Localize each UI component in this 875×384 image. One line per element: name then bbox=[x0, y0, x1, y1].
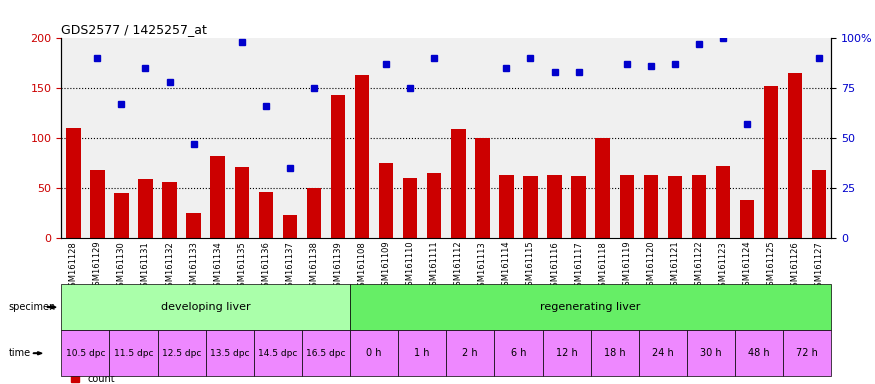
Bar bbox=[259, 192, 273, 238]
Text: 6 h: 6 h bbox=[511, 348, 526, 358]
Text: developing liver: developing liver bbox=[161, 302, 250, 312]
Text: 18 h: 18 h bbox=[604, 348, 626, 358]
Text: 11.5 dpc: 11.5 dpc bbox=[114, 349, 153, 358]
Text: 12.5 dpc: 12.5 dpc bbox=[162, 349, 201, 358]
Bar bbox=[740, 200, 754, 238]
Bar bbox=[523, 176, 538, 238]
Bar bbox=[764, 86, 779, 238]
Bar bbox=[812, 170, 827, 238]
Bar bbox=[115, 193, 129, 238]
Bar bbox=[500, 175, 514, 238]
Bar bbox=[452, 129, 466, 238]
Legend: count, percentile rank within the sample: count, percentile rank within the sample bbox=[66, 370, 256, 384]
Text: time: time bbox=[9, 348, 31, 358]
Text: 12 h: 12 h bbox=[556, 348, 578, 358]
Bar bbox=[186, 213, 201, 238]
Text: 13.5 dpc: 13.5 dpc bbox=[210, 349, 249, 358]
Text: 10.5 dpc: 10.5 dpc bbox=[66, 349, 105, 358]
Bar bbox=[596, 138, 610, 238]
Bar bbox=[548, 175, 562, 238]
Text: 0 h: 0 h bbox=[367, 348, 382, 358]
Bar bbox=[403, 178, 417, 238]
Text: 24 h: 24 h bbox=[652, 348, 674, 358]
Text: 2 h: 2 h bbox=[463, 348, 478, 358]
Bar bbox=[138, 179, 153, 238]
Text: 48 h: 48 h bbox=[748, 348, 770, 358]
Bar bbox=[668, 176, 682, 238]
Text: regenerating liver: regenerating liver bbox=[541, 302, 640, 312]
Bar bbox=[692, 175, 706, 238]
Bar bbox=[716, 166, 731, 238]
Bar bbox=[331, 95, 345, 238]
Bar bbox=[644, 175, 658, 238]
Bar bbox=[283, 215, 298, 238]
Text: specimen: specimen bbox=[9, 302, 56, 312]
Bar bbox=[379, 163, 394, 238]
Text: 14.5 dpc: 14.5 dpc bbox=[258, 349, 298, 358]
Text: GDS2577 / 1425257_at: GDS2577 / 1425257_at bbox=[61, 23, 207, 36]
Text: 1 h: 1 h bbox=[415, 348, 430, 358]
Bar bbox=[307, 188, 321, 238]
Text: 16.5 dpc: 16.5 dpc bbox=[306, 349, 346, 358]
Bar bbox=[66, 128, 80, 238]
Text: 30 h: 30 h bbox=[700, 348, 722, 358]
Bar bbox=[620, 175, 634, 238]
Bar bbox=[427, 173, 442, 238]
Bar bbox=[475, 138, 490, 238]
Text: 72 h: 72 h bbox=[796, 348, 818, 358]
Bar bbox=[163, 182, 177, 238]
Bar bbox=[211, 156, 225, 238]
Bar bbox=[355, 75, 369, 238]
Bar bbox=[90, 170, 105, 238]
Bar bbox=[234, 167, 249, 238]
Bar bbox=[788, 73, 802, 238]
Bar bbox=[571, 176, 586, 238]
